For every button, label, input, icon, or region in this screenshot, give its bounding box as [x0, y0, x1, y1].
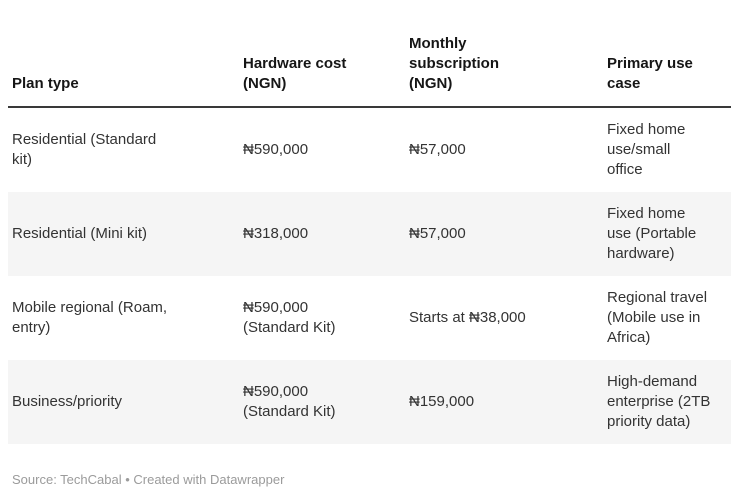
cell-hardware-cost: ₦590,000 (Standard Kit) [243, 383, 336, 420]
cell-monthly-subscription: ₦159,000 [409, 393, 475, 410]
cell-primary-use-case: Fixed home use/small office [607, 121, 686, 178]
cell-primary-use-case: Regional travel (Mobile use in Africa) [607, 289, 708, 346]
cell-monthly-subscription: Starts at ₦38,000 [409, 309, 526, 326]
pricing-table: Plan type Hardware cost (NGN) Monthly su… [8, 18, 731, 444]
table-row: Business/priority ₦590,000 (Standard Kit… [8, 360, 731, 444]
column-header-hardware-cost: Hardware cost (NGN) [239, 18, 405, 108]
cell-hardware-cost: ₦318,000 [243, 225, 309, 242]
cell-hardware-cost: ₦590,000 [243, 141, 309, 158]
cell-primary-use-case: High-demand enterprise (2TB priority dat… [607, 373, 711, 430]
table-row: Residential (Standard kit) ₦590,000 ₦57,… [8, 107, 731, 192]
cell-plan-type: Business/priority [12, 393, 123, 410]
cell-hardware-cost: ₦590,000 (Standard Kit) [243, 299, 336, 336]
column-header-plan-type: Plan type [8, 18, 239, 108]
column-header-primary-use-case: Primary use case [603, 18, 731, 108]
table-row: Residential (Mini kit) ₦318,000 ₦57,000 … [8, 192, 731, 276]
table-row: Mobile regional (Roam, entry) ₦590,000 (… [8, 276, 731, 360]
source-attribution: Source: TechCabal • Created with Datawra… [12, 472, 285, 487]
column-header-monthly-subscription: Monthly subscription (NGN) [405, 18, 603, 108]
cell-plan-type: Mobile regional (Roam, entry) [12, 299, 168, 336]
cell-plan-type: Residential (Mini kit) [12, 225, 148, 242]
cell-monthly-subscription: ₦57,000 [409, 225, 466, 242]
cell-primary-use-case: Fixed home use (Portable hardware) [607, 205, 697, 262]
table-header-row: Plan type Hardware cost (NGN) Monthly su… [8, 18, 731, 108]
cell-monthly-subscription: ₦57,000 [409, 141, 466, 158]
cell-plan-type: Residential (Standard kit) [12, 131, 157, 168]
